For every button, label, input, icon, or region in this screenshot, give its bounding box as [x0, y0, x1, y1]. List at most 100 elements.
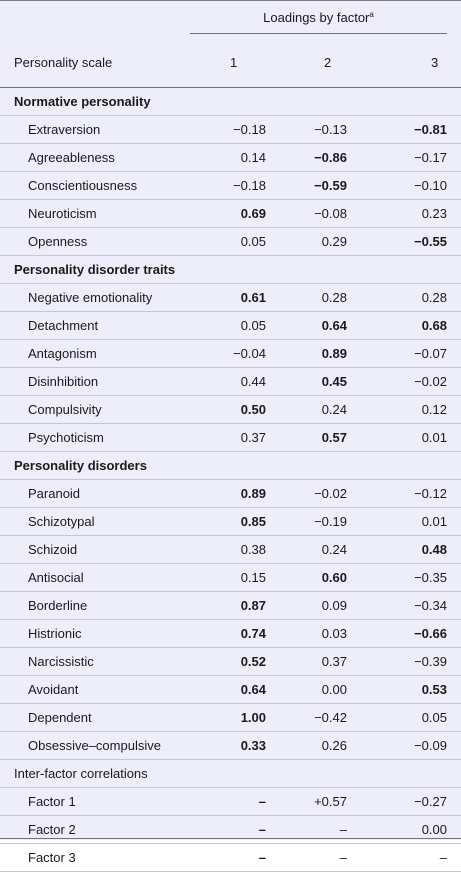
- row-label: Conscientiousness: [28, 178, 138, 193]
- loading-factor-2: 0.29: [321, 234, 347, 249]
- loading-factor-2: −0.42: [314, 710, 347, 725]
- table-row: Histrionic 0.74 0.03 −0.66: [0, 620, 461, 648]
- loading-factor-3: −0.81: [414, 122, 447, 137]
- loading-factor-1: 0.85: [240, 514, 266, 529]
- loading-factor-3: 0.01: [421, 430, 447, 445]
- loading-factor-3: 0.12: [421, 402, 447, 417]
- loading-factor-1: 0.33: [240, 738, 266, 753]
- loading-factor-3: −0.35: [414, 570, 447, 585]
- section-title-row: Personality disorder traits: [0, 256, 461, 284]
- loading-factor-1: −0.18: [233, 178, 266, 193]
- loading-factor-3: −0.12: [414, 486, 447, 501]
- section-title: Personality disorders: [14, 458, 147, 473]
- row-label: Factor 2: [28, 822, 76, 837]
- loading-factor-3: −0.27: [414, 794, 447, 809]
- factor-2-header: 2: [324, 54, 332, 70]
- table-row: Detachment 0.05 0.64 0.68: [0, 312, 461, 340]
- row-label: Histrionic: [28, 626, 82, 641]
- loading-factor-2: −0.19: [314, 514, 347, 529]
- loading-factor-3: 0.68: [421, 318, 447, 333]
- row-label: Compulsivity: [28, 402, 102, 417]
- loading-factor-1: 0.74: [240, 626, 266, 641]
- loading-factor-1: −0.18: [233, 122, 266, 137]
- row-label: Obsessive–compulsive: [28, 738, 161, 753]
- row-label: Dependent: [28, 710, 92, 725]
- table-row: Factor 3 – – –: [0, 844, 461, 872]
- table-row: Neuroticism 0.69 −0.08 0.23: [0, 200, 461, 228]
- section-title: Personality disorder traits: [14, 262, 176, 277]
- header-row-columns: Personality scale 1 2 3: [0, 37, 461, 88]
- section-title: Inter-factor correlations: [14, 766, 148, 781]
- loading-factor-3: 0.05: [421, 710, 447, 725]
- table-row: Factor 2 – – 0.00: [0, 816, 461, 844]
- loading-factor-1: –: [258, 850, 266, 865]
- loading-factor-3: 0.28: [421, 290, 447, 305]
- loading-factor-2: 0.26: [321, 738, 347, 753]
- loading-factor-2: 0.64: [321, 318, 347, 333]
- loading-factor-2: 0.37: [321, 654, 347, 669]
- loading-factor-2: 0.89: [321, 346, 347, 361]
- header-row-loadings: Loadings by factora: [0, 1, 461, 37]
- section-title-row: Normative personality: [0, 88, 461, 116]
- loading-factor-2: 0.24: [321, 542, 347, 557]
- row-label: Factor 1: [28, 794, 76, 809]
- table-row: Schizotypal 0.85 −0.19 0.01: [0, 508, 461, 536]
- loading-factor-2: −0.08: [314, 206, 347, 221]
- loading-factor-2: −0.59: [314, 178, 347, 193]
- loading-factor-2: 0.24: [321, 402, 347, 417]
- loading-factor-1: 0.44: [240, 374, 266, 389]
- loading-factor-1: 0.14: [240, 150, 266, 165]
- row-label: Detachment: [28, 318, 99, 333]
- row-label: Avoidant: [28, 682, 79, 697]
- row-label: Negative emotionality: [28, 290, 153, 305]
- row-label: Psychoticism: [28, 430, 104, 445]
- loading-factor-1: –: [258, 822, 266, 837]
- table-row: Openness 0.05 0.29 −0.55: [0, 228, 461, 256]
- factor-1-header: 1: [230, 54, 238, 70]
- loading-factor-2: 0.03: [321, 626, 347, 641]
- loading-factor-3: 0.01: [421, 514, 447, 529]
- row-label: Schizoid: [28, 542, 78, 557]
- table-row: Negative emotionality 0.61 0.28 0.28: [0, 284, 461, 312]
- loading-factor-3: −0.66: [414, 626, 447, 641]
- loading-factor-1: 0.37: [240, 430, 266, 445]
- loading-factor-1: 0.05: [240, 318, 266, 333]
- table-row: Paranoid 0.89 −0.02 −0.12: [0, 480, 461, 508]
- loading-factor-1: 0.61: [240, 290, 266, 305]
- table-row: Dependent 1.00 −0.42 0.05: [0, 704, 461, 732]
- table-row: Disinhibition 0.44 0.45 −0.02: [0, 368, 461, 396]
- loading-factor-3: 0.23: [421, 206, 447, 221]
- loading-factor-3: −0.34: [414, 598, 447, 613]
- loading-factor-3: 0.53: [421, 682, 447, 697]
- loading-factor-2: −0.02: [314, 486, 347, 501]
- loading-factor-3: −0.55: [414, 234, 447, 249]
- row-label: Antisocial: [28, 570, 84, 585]
- table-row: Conscientiousness −0.18 −0.59 −0.10: [0, 172, 461, 200]
- row-label: Factor 3: [28, 850, 76, 865]
- table-row: Antisocial 0.15 0.60 −0.35: [0, 564, 461, 592]
- table-row: Obsessive–compulsive 0.33 0.26 −0.09: [0, 732, 461, 760]
- loading-factor-2: −0.86: [314, 150, 347, 165]
- loading-factor-3: 0.48: [421, 542, 447, 557]
- loading-factor-2: 0.28: [321, 290, 347, 305]
- row-label: Narcissistic: [28, 654, 94, 669]
- loadings-header: Loadings by factora: [190, 1, 461, 37]
- loading-factor-2: +0.57: [314, 794, 347, 809]
- section-title-row: Personality disorders: [0, 452, 461, 480]
- section-title: Normative personality: [14, 94, 151, 109]
- loading-factor-2: –: [339, 850, 347, 865]
- loading-factor-1: 0.69: [240, 206, 266, 221]
- loadings-footnote-mark: a: [369, 10, 374, 19]
- loading-factor-2: 0.57: [321, 430, 347, 445]
- loading-factor-1: 0.38: [240, 542, 266, 557]
- table-row: Borderline 0.87 0.09 −0.34: [0, 592, 461, 620]
- loading-factor-2: −0.13: [314, 122, 347, 137]
- row-label: Schizotypal: [28, 514, 95, 529]
- loading-factor-1: 0.05: [240, 234, 266, 249]
- row-label: Openness: [28, 234, 88, 249]
- loading-factor-3: −0.17: [414, 150, 447, 165]
- loading-factor-3: −0.39: [414, 654, 447, 669]
- correlations-section-title-row: Inter-factor correlations: [0, 760, 461, 788]
